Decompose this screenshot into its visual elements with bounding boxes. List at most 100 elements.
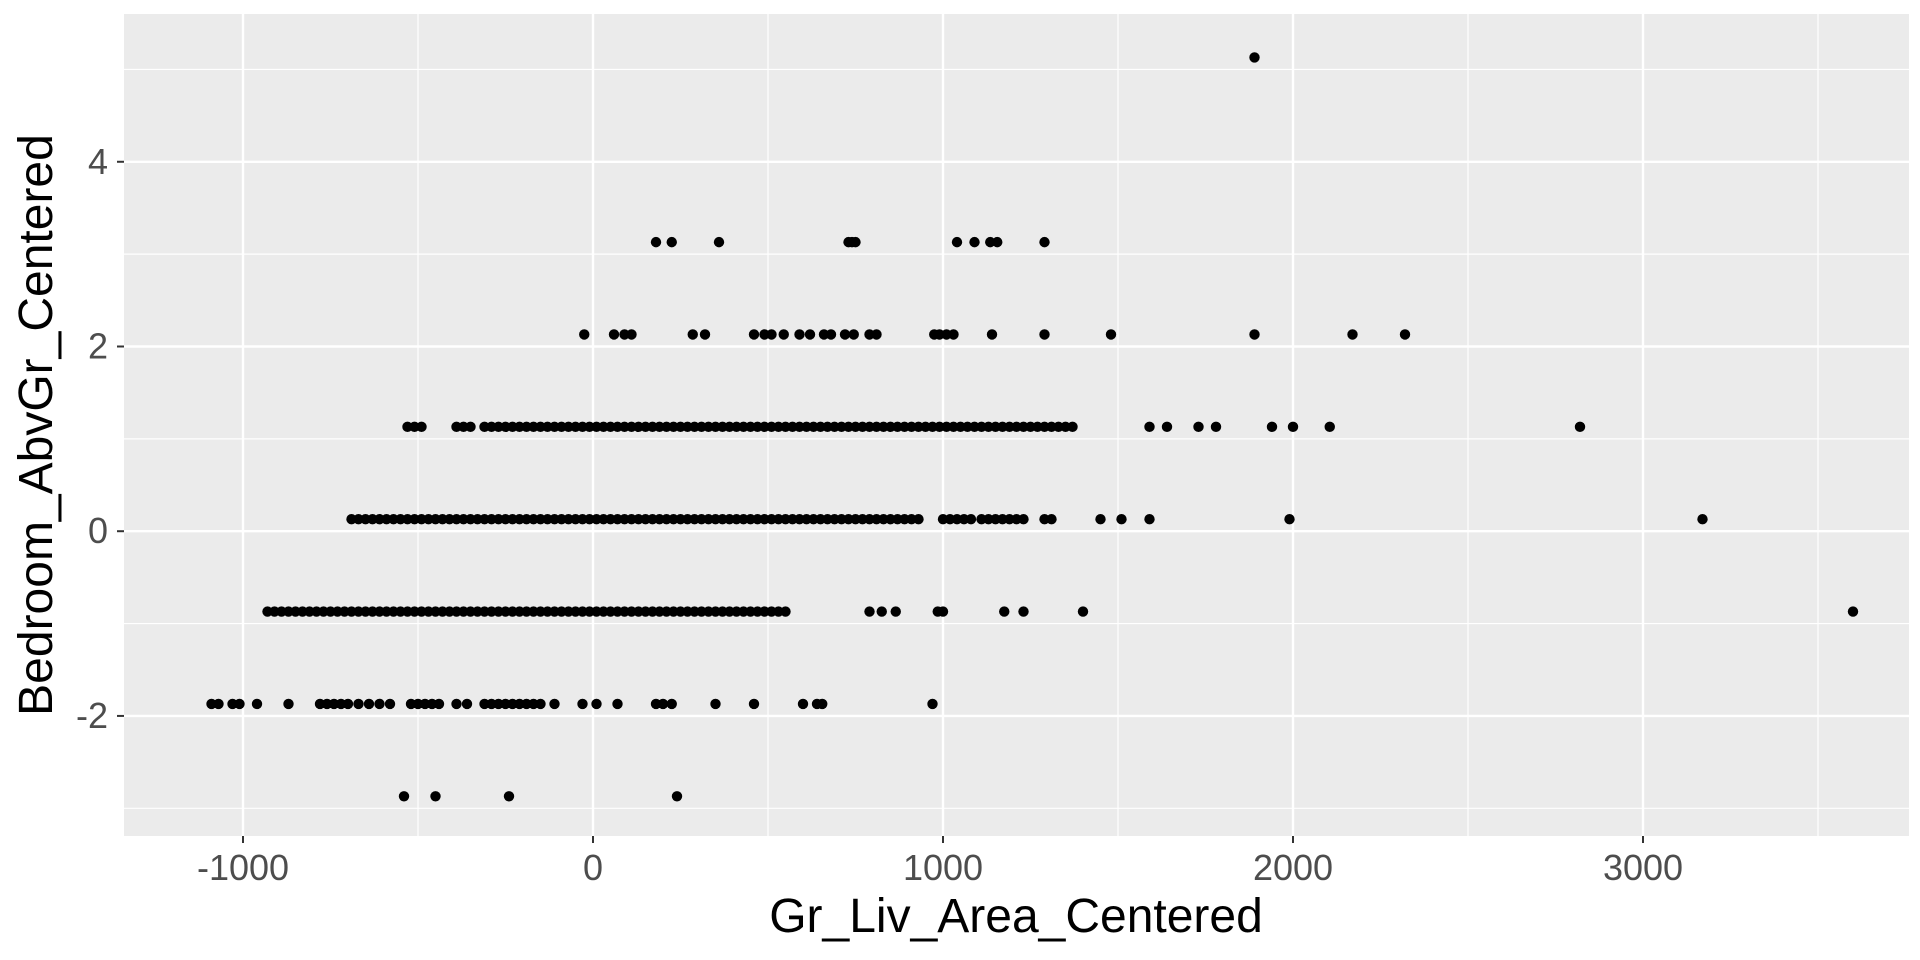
data-point bbox=[825, 329, 837, 340]
x-tick-label: 2000 bbox=[1253, 847, 1333, 888]
data-point bbox=[797, 698, 809, 710]
y-axis-title: Bedroom_AbvGr_Centered bbox=[10, 134, 63, 716]
data-point bbox=[699, 329, 711, 340]
data-point bbox=[1039, 329, 1050, 340]
data-point bbox=[461, 698, 473, 710]
data-point bbox=[1847, 606, 1859, 617]
data-point bbox=[342, 698, 354, 710]
x-tick-label: -1000 bbox=[197, 847, 289, 888]
x-axis-title: Gr_Liv_Area_Centered bbox=[769, 890, 1263, 943]
data-point bbox=[817, 698, 828, 710]
data-point bbox=[591, 698, 602, 710]
data-point bbox=[416, 421, 427, 433]
data-point bbox=[1266, 421, 1278, 433]
data-point bbox=[1144, 514, 1155, 525]
data-point bbox=[1399, 329, 1411, 340]
data-point bbox=[969, 236, 980, 248]
data-point bbox=[876, 606, 887, 617]
data-point bbox=[535, 698, 546, 710]
data-point bbox=[650, 236, 662, 248]
data-point bbox=[612, 698, 623, 710]
data-point bbox=[713, 236, 725, 248]
data-point bbox=[1210, 421, 1222, 433]
data-point bbox=[1284, 514, 1295, 525]
data-point bbox=[766, 329, 777, 340]
data-point bbox=[1144, 421, 1155, 433]
data-point bbox=[657, 698, 669, 710]
data-point bbox=[374, 698, 385, 710]
data-point bbox=[951, 236, 963, 248]
data-point bbox=[1105, 329, 1117, 340]
data-point bbox=[937, 606, 949, 617]
data-point bbox=[1347, 329, 1358, 340]
data-point bbox=[384, 698, 396, 710]
x-axis: -1000 0 1000 2000 3000 bbox=[197, 836, 1683, 888]
data-points bbox=[206, 52, 1859, 802]
data-point bbox=[1077, 606, 1089, 617]
data-point bbox=[748, 698, 760, 710]
data-point bbox=[839, 329, 851, 340]
data-point bbox=[1116, 514, 1127, 525]
data-point bbox=[965, 514, 977, 525]
data-point bbox=[913, 514, 924, 525]
data-point bbox=[666, 236, 677, 248]
data-point bbox=[451, 698, 462, 710]
data-point bbox=[778, 329, 789, 340]
data-point bbox=[687, 329, 698, 340]
data-point bbox=[794, 329, 805, 340]
data-point bbox=[251, 698, 263, 710]
y-tick-label: 4 bbox=[88, 141, 108, 182]
y-axis: -2 0 2 4 bbox=[76, 141, 124, 736]
data-point bbox=[608, 329, 620, 340]
data-point bbox=[430, 791, 441, 802]
x-tick-label: 3000 bbox=[1603, 847, 1683, 888]
y-tick-label: 2 bbox=[88, 325, 108, 366]
data-point bbox=[1249, 329, 1260, 340]
data-point bbox=[1095, 514, 1106, 525]
data-point bbox=[1287, 421, 1299, 433]
data-point bbox=[710, 698, 721, 710]
data-point bbox=[1697, 514, 1708, 525]
data-point bbox=[626, 329, 637, 340]
data-point bbox=[363, 698, 375, 710]
data-point bbox=[579, 329, 590, 340]
data-point bbox=[577, 698, 588, 710]
data-point bbox=[1193, 421, 1204, 433]
data-point bbox=[1046, 514, 1057, 525]
data-point bbox=[890, 606, 901, 617]
data-point bbox=[927, 698, 938, 710]
data-point bbox=[234, 698, 245, 710]
data-point bbox=[1324, 421, 1335, 433]
x-tick-label: 1000 bbox=[903, 847, 983, 888]
data-point bbox=[986, 329, 998, 340]
data-point bbox=[1018, 606, 1029, 617]
data-point bbox=[864, 606, 875, 617]
data-point bbox=[671, 791, 683, 802]
data-point bbox=[948, 329, 959, 340]
data-point bbox=[1039, 236, 1050, 248]
data-point bbox=[848, 329, 859, 340]
data-point bbox=[1161, 421, 1173, 433]
data-point bbox=[465, 421, 476, 433]
data-point bbox=[398, 791, 410, 802]
data-point bbox=[1018, 514, 1029, 525]
data-point bbox=[283, 698, 294, 710]
y-tick-label: 0 bbox=[88, 510, 108, 551]
data-point bbox=[804, 329, 816, 340]
x-tick-label: 0 bbox=[583, 847, 603, 888]
data-point bbox=[748, 329, 760, 340]
y-tick-label: -2 bbox=[76, 695, 108, 736]
data-point bbox=[1067, 421, 1078, 433]
data-point bbox=[1574, 421, 1586, 433]
data-point bbox=[433, 698, 445, 710]
data-point bbox=[1249, 52, 1260, 63]
data-point bbox=[353, 698, 364, 710]
data-point bbox=[549, 698, 560, 710]
data-point bbox=[871, 329, 882, 340]
data-point bbox=[850, 236, 861, 248]
data-point bbox=[999, 606, 1010, 617]
data-point bbox=[992, 236, 1003, 248]
data-point bbox=[503, 791, 515, 802]
data-point bbox=[213, 698, 224, 710]
